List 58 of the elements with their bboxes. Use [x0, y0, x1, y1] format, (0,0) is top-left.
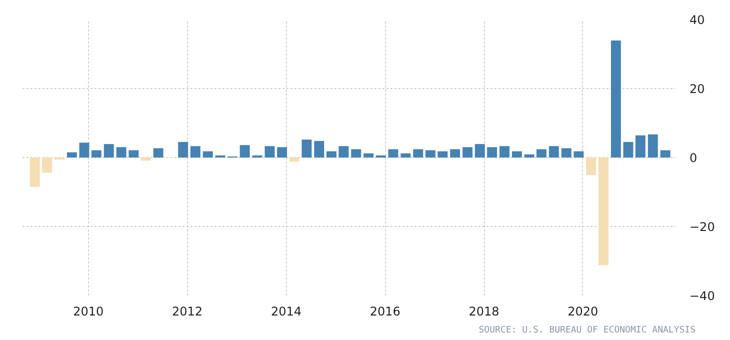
- y-tick-label: 40: [690, 13, 705, 27]
- y-tick-label: −40: [690, 289, 715, 303]
- bar: [178, 142, 188, 158]
- bar: [413, 149, 424, 158]
- bar: [326, 151, 336, 158]
- bar: [635, 135, 646, 158]
- bar: [289, 158, 300, 162]
- bar: [500, 146, 510, 158]
- bar: [190, 146, 200, 158]
- bar: [364, 153, 374, 158]
- bar: [536, 149, 546, 158]
- y-tick-label: 20: [690, 82, 705, 96]
- bar: [660, 150, 670, 158]
- bar: [264, 146, 275, 158]
- bar: [42, 158, 52, 173]
- y-tick-label: −20: [690, 220, 715, 234]
- bar: [487, 147, 498, 158]
- bar: [586, 158, 596, 176]
- bar: [561, 148, 572, 158]
- bar: [128, 150, 139, 158]
- bar: [462, 147, 473, 158]
- x-tick-label: 2010: [73, 304, 104, 318]
- bar: [91, 150, 102, 158]
- bar: [240, 145, 250, 158]
- bar: [438, 151, 448, 158]
- y-tick-label: 0: [690, 151, 698, 165]
- bar: [202, 151, 213, 158]
- bar: [400, 153, 411, 158]
- bar: [648, 134, 658, 158]
- bar: [474, 144, 485, 158]
- bar: [598, 158, 608, 266]
- bar: [66, 152, 77, 158]
- bar: [79, 142, 90, 158]
- bar: [610, 40, 621, 158]
- bar: [450, 149, 460, 158]
- bar: [302, 140, 312, 158]
- bar: [351, 149, 362, 158]
- bar: [574, 151, 584, 158]
- x-tick-label: 2018: [468, 304, 500, 318]
- x-tick-label: 2014: [270, 304, 302, 318]
- bar: [277, 147, 288, 158]
- x-tick-label: 2020: [568, 304, 598, 318]
- bar: [338, 146, 349, 158]
- bar: [30, 158, 40, 187]
- bar: [548, 146, 559, 158]
- bar: [388, 149, 398, 158]
- bar: [140, 158, 151, 161]
- x-tick-label: 2012: [172, 304, 203, 318]
- x-tick-label: 2016: [370, 304, 400, 318]
- bar: [524, 154, 534, 158]
- bar: [314, 140, 324, 158]
- source-note: SOURCE: U.S. BUREAU OF ECONOMIC ANALYSIS: [478, 326, 696, 336]
- bar: [104, 144, 114, 158]
- bar: [153, 148, 164, 158]
- bar: [425, 150, 436, 158]
- bar: [623, 142, 634, 158]
- bar: [512, 151, 522, 158]
- bar: [116, 147, 126, 158]
